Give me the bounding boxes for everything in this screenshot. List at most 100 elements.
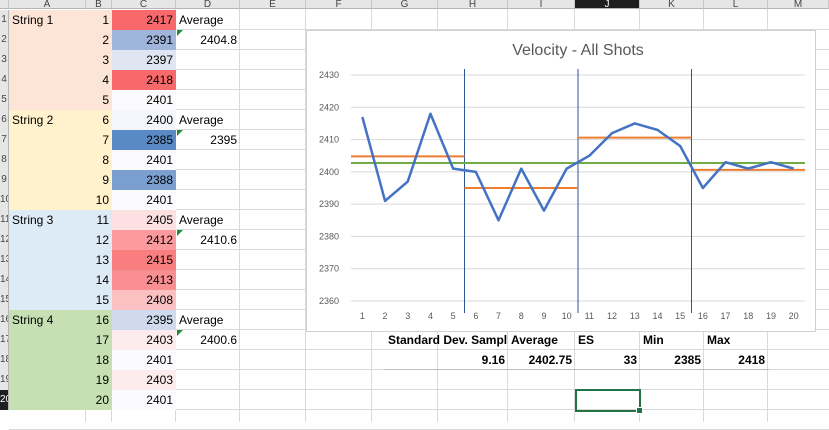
- column-header-m[interactable]: M: [768, 0, 829, 9]
- row-header-14[interactable]: 14: [0, 270, 9, 290]
- x-tick-label: 16: [698, 311, 708, 321]
- shot-number[interactable]: 3: [86, 50, 112, 70]
- row-header-9[interactable]: 9: [0, 170, 9, 190]
- velocity-cell[interactable]: 2413: [112, 270, 176, 290]
- shot-number[interactable]: 1: [86, 10, 112, 30]
- shot-number[interactable]: 8: [86, 150, 112, 170]
- average-value[interactable]: 2404.8: [176, 30, 240, 50]
- row-header-10[interactable]: 10: [0, 190, 9, 210]
- x-tick-label: 19: [766, 311, 776, 321]
- velocity-cell[interactable]: 2405: [112, 210, 176, 230]
- column-header-c[interactable]: C: [112, 0, 176, 9]
- velocity-cell[interactable]: 2397: [112, 50, 176, 70]
- y-tick-label: 2410: [319, 135, 339, 145]
- row-header-2[interactable]: 2: [0, 30, 9, 50]
- shot-number[interactable]: 11: [86, 210, 112, 230]
- average-value[interactable]: 2410.6: [176, 230, 240, 250]
- column-header-h[interactable]: H: [438, 0, 508, 9]
- stats-border: [384, 329, 769, 370]
- velocity-cell[interactable]: 2403: [112, 330, 176, 350]
- row-header-18[interactable]: 18: [0, 350, 9, 370]
- average-label[interactable]: Average: [176, 110, 240, 130]
- row-header-4[interactable]: 4: [0, 70, 9, 90]
- velocity-cell[interactable]: 2408: [112, 290, 176, 310]
- column-header-b[interactable]: B: [86, 0, 112, 9]
- column-header-k[interactable]: K: [640, 0, 704, 9]
- row-header-7[interactable]: 7: [0, 130, 9, 150]
- velocity-cell[interactable]: 2385: [112, 130, 176, 150]
- shot-number[interactable]: 5: [86, 90, 112, 110]
- velocity-cell[interactable]: 2401: [112, 90, 176, 110]
- row-header-19[interactable]: 19: [0, 370, 9, 390]
- shot-number[interactable]: 9: [86, 170, 112, 190]
- x-tick-label: 10: [562, 311, 572, 321]
- row-header-6[interactable]: 6: [0, 110, 9, 130]
- column-header-g[interactable]: G: [372, 0, 438, 9]
- shot-number[interactable]: 7: [86, 130, 112, 150]
- row-header-17[interactable]: 17: [0, 330, 9, 350]
- velocity-cell[interactable]: 2401: [112, 150, 176, 170]
- row-header-5[interactable]: 5: [0, 90, 9, 110]
- chart-svg: Velocity - All Shots23602370238023902400…: [307, 31, 815, 331]
- row-header-3[interactable]: 3: [0, 50, 9, 70]
- shot-number[interactable]: 15: [86, 290, 112, 310]
- column-header-e[interactable]: E: [240, 0, 306, 9]
- row-header-20[interactable]: 20: [0, 390, 9, 410]
- string-label[interactable]: String 1: [9, 10, 86, 30]
- average-label[interactable]: Average: [176, 310, 240, 330]
- select-all-corner[interactable]: [0, 0, 9, 9]
- shot-number[interactable]: 19: [86, 370, 112, 390]
- error-indicator-icon: [177, 230, 183, 236]
- column-header-i[interactable]: I: [508, 0, 575, 9]
- velocity-cell[interactable]: 2400: [112, 110, 176, 130]
- active-cell-selection[interactable]: [575, 389, 641, 412]
- fill-handle[interactable]: [636, 407, 643, 414]
- velocity-cell[interactable]: 2391: [112, 30, 176, 50]
- shot-number[interactable]: 6: [86, 110, 112, 130]
- y-tick-label: 2400: [319, 167, 339, 177]
- velocity-cell[interactable]: 2388: [112, 170, 176, 190]
- velocity-cell[interactable]: 2417: [112, 10, 176, 30]
- average-label[interactable]: Average: [176, 210, 240, 230]
- row-header-16[interactable]: 16: [0, 310, 9, 330]
- y-tick-label: 2360: [319, 296, 339, 306]
- shot-number[interactable]: 16: [86, 310, 112, 330]
- column-header-a[interactable]: A: [9, 0, 86, 9]
- string-label[interactable]: String 2: [9, 110, 86, 130]
- shot-number[interactable]: 12: [86, 230, 112, 250]
- shot-number[interactable]: 13: [86, 250, 112, 270]
- average-value[interactable]: 2400.6: [176, 330, 240, 350]
- column-header-j[interactable]: J: [575, 0, 640, 9]
- velocity-cell[interactable]: 2412: [112, 230, 176, 250]
- column-header-d[interactable]: D: [176, 0, 240, 9]
- velocity-cell[interactable]: 2401: [112, 390, 176, 410]
- row-header-8[interactable]: 8: [0, 150, 9, 170]
- shot-number[interactable]: 4: [86, 70, 112, 90]
- y-tick-label: 2430: [319, 70, 339, 80]
- velocity-cell[interactable]: 2418: [112, 70, 176, 90]
- average-value[interactable]: 2395: [176, 130, 240, 150]
- velocity-cell[interactable]: 2401: [112, 350, 176, 370]
- shot-number[interactable]: 17: [86, 330, 112, 350]
- velocity-cell[interactable]: 2401: [112, 190, 176, 210]
- column-header-l[interactable]: L: [704, 0, 768, 9]
- velocity-cell[interactable]: 2403: [112, 370, 176, 390]
- shot-number[interactable]: 14: [86, 270, 112, 290]
- velocity-cell[interactable]: 2415: [112, 250, 176, 270]
- average-label[interactable]: Average: [176, 10, 240, 30]
- row-header-13[interactable]: 13: [0, 250, 9, 270]
- row-header-1[interactable]: 1: [0, 10, 9, 30]
- shot-number[interactable]: 20: [86, 390, 112, 410]
- string-label[interactable]: String 3: [9, 210, 86, 230]
- shot-number[interactable]: 10: [86, 190, 112, 210]
- x-tick-label: 15: [675, 311, 685, 321]
- velocity-cell[interactable]: 2395: [112, 310, 176, 330]
- shot-number[interactable]: 2: [86, 30, 112, 50]
- column-header-f[interactable]: F: [306, 0, 372, 9]
- row-header-11[interactable]: 11: [0, 210, 9, 230]
- shot-number[interactable]: 18: [86, 350, 112, 370]
- row-header-15[interactable]: 15: [0, 290, 9, 310]
- string-label[interactable]: String 4: [9, 310, 86, 330]
- row-header-12[interactable]: 12: [0, 230, 9, 250]
